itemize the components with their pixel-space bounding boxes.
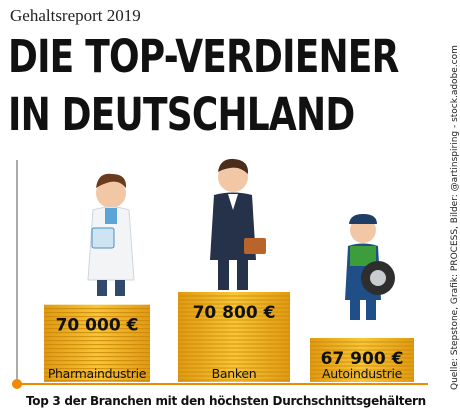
coin-stack	[178, 292, 290, 382]
bar-autoindustrie: 67 900 €Autoindustrie	[310, 338, 414, 382]
category-label: Banken	[212, 366, 257, 381]
chart-caption: Top 3 der Branchen mit den höchsten Durc…	[26, 394, 426, 408]
headline-line-1: DIE TOP-VERDIENER	[8, 30, 399, 83]
bar-pharmaindustrie: 70 000 € Pharmaindustrie	[44, 304, 150, 382]
kicker: Gehaltsreport 2019	[10, 6, 141, 25]
value-label: 67 900 €	[321, 349, 404, 369]
salary-chart: 70 000 € Pharmaindustrie 70 800 € Banken 67 …	[12, 158, 428, 389]
category-label: Pharmaindustrie	[48, 366, 147, 381]
axis-marker-icon	[12, 379, 22, 389]
source-credit: Quelle: Stepstone, Grafik: PROCESS, Bild…	[450, 45, 460, 390]
mechanic-figure	[345, 214, 395, 320]
headline-line-2: IN DEUTSCHLAND	[8, 88, 355, 141]
businessman-figure	[210, 158, 266, 290]
value-label: 70 000 €	[56, 316, 139, 336]
scientist-figure	[87, 173, 135, 296]
category-label: Autoindustrie	[322, 366, 403, 381]
value-label: 70 800 €	[193, 303, 276, 323]
coin-stack	[44, 304, 150, 382]
coin-stack	[310, 338, 414, 382]
bar-banken: 70 800 € Banken	[178, 292, 290, 382]
